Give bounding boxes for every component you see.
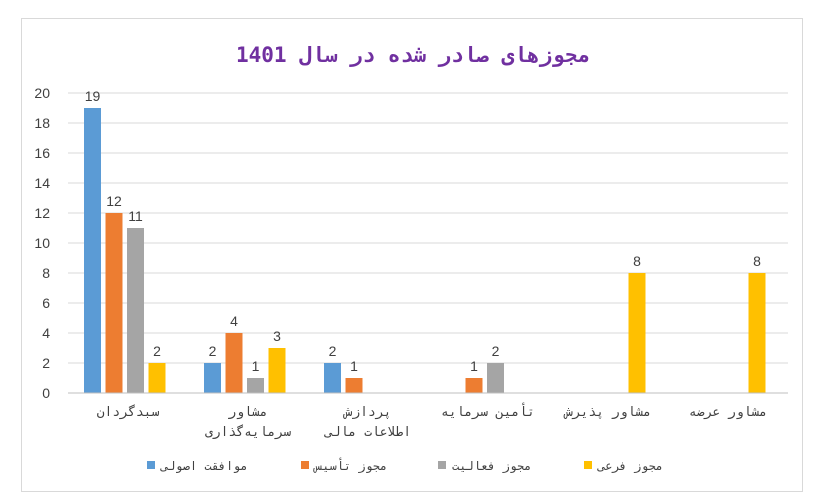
bar	[748, 273, 766, 393]
data-label: 4	[230, 313, 238, 329]
y-tick-label: 20	[34, 85, 50, 101]
category-label: مشاور عرضه	[689, 405, 767, 420]
y-axis-ticks: 0 2 4 6 8 10 12 14 16 18 20	[34, 85, 50, 401]
bar	[225, 333, 243, 393]
y-tick-label: 8	[42, 265, 50, 281]
legend-swatch	[438, 461, 446, 469]
bar	[345, 378, 363, 393]
bar	[487, 363, 504, 393]
category-label: پردازش	[343, 405, 392, 420]
legend-swatch	[301, 461, 309, 469]
x-axis: سبدگردان مشاور سرمایه‌گذاری پردازش اطلاعات م…	[68, 392, 788, 440]
chart-frame: مجوزهای صادر شده در سال 1401 0 2 4 6 8 10 12 14…	[21, 18, 803, 492]
category-label: مشاور	[227, 405, 267, 420]
y-tick-label: 14	[34, 175, 50, 191]
data-label: 2	[492, 343, 500, 359]
data-label: 1	[350, 358, 358, 374]
bar	[105, 213, 123, 393]
category-label: تأمین سرمایه	[441, 402, 535, 420]
y-tick-label: 4	[42, 325, 50, 341]
bar	[204, 363, 221, 393]
legend-swatch	[147, 461, 155, 469]
y-tick-label: 16	[34, 145, 50, 161]
data-label: 2	[329, 343, 337, 359]
category-label: مشاور پذیرش	[563, 405, 651, 420]
bars	[84, 108, 766, 393]
category-label: اطلاعات مالی	[324, 425, 411, 440]
gridlines	[68, 92, 788, 394]
legend-label: مجوز فعالیت	[452, 459, 531, 474]
bar	[84, 108, 101, 393]
bar	[247, 378, 264, 393]
data-label: 12	[106, 193, 122, 209]
data-label: 8	[753, 253, 761, 269]
data-label: 1	[470, 358, 478, 374]
data-label: 2	[153, 343, 161, 359]
bar	[268, 348, 286, 393]
data-label: 2	[209, 343, 217, 359]
y-tick-label: 18	[34, 115, 50, 131]
legend-label: مجوز فرعی	[597, 459, 663, 474]
legend: موافقت اصولی مجوز تأسیس مجوز فعالیت مجوز فر…	[147, 457, 663, 474]
legend-swatch	[584, 461, 592, 469]
data-label: 1	[252, 358, 260, 374]
bar	[324, 363, 341, 393]
y-tick-label: 12	[34, 205, 50, 221]
legend-label: مجوز تأسیس	[313, 457, 387, 474]
bar	[465, 378, 483, 393]
legend-label: موافقت اصولی	[160, 459, 248, 474]
bar	[127, 228, 144, 393]
category-label: سبدگردان	[97, 404, 160, 420]
data-label: 3	[273, 328, 281, 344]
bar	[628, 273, 646, 393]
bar	[148, 363, 166, 393]
data-label: 8	[633, 253, 641, 269]
y-tick-label: 2	[42, 355, 50, 371]
chart-svg: مجوزهای صادر شده در سال 1401 02468101214…	[34, 43, 788, 474]
data-label: 11	[128, 208, 143, 224]
y-tick-label: 10	[34, 235, 50, 251]
y-tick-label: 6	[42, 295, 50, 311]
chart-title: مجوزهای صادر شده در سال 1401	[236, 43, 590, 67]
category-label: سرمایه‌گذاری	[205, 424, 291, 440]
data-label: 19	[85, 88, 101, 104]
y-tick-label: 0	[42, 385, 50, 401]
